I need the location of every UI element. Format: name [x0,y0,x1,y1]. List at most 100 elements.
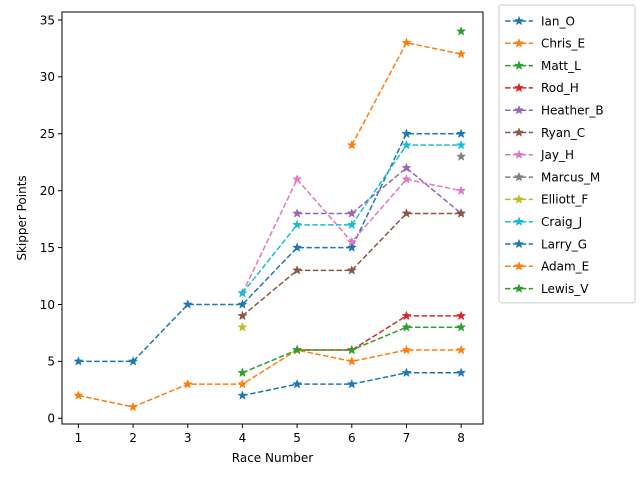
data-point [456,128,467,139]
x-tick-label: 4 [239,431,247,445]
series-Adam_E [73,344,467,412]
data-point [346,208,357,218]
series-line [297,315,462,351]
legend-marker [513,82,525,93]
legend-item: Jay_H [505,148,574,162]
legend-item: Chris_E [505,37,585,51]
series-Chris_E [346,37,467,150]
data-point [237,310,248,321]
data-point [456,139,467,150]
series-Ryan_C [237,208,467,321]
data-point [456,185,467,195]
legend-marker [513,171,525,182]
data-point [237,321,248,332]
y-tick-label: 20 [40,184,55,198]
data-point [346,344,357,355]
legend-label: Adam_E [541,260,589,274]
data-point [237,378,248,389]
legend-marker [513,260,525,271]
y-tick-label: 10 [40,298,55,312]
data-point [346,378,357,389]
data-point [456,321,467,332]
series-Marcus_M [456,151,467,161]
data-point [401,128,412,139]
data-point [292,208,303,218]
series-Rod_H [292,310,467,355]
series-line [241,144,462,294]
data-point [128,356,139,366]
data-point [401,139,412,150]
series-line [351,41,462,146]
data-point [401,321,412,332]
data-point [401,162,412,173]
series-Matt_L [456,26,467,36]
legend-marker [513,37,525,48]
y-tick-label: 35 [40,13,55,27]
data-point [346,265,357,275]
legend-item: Matt_L [505,59,581,73]
series-line [241,212,462,317]
data-point [456,151,467,161]
data-point [237,390,248,400]
data-point [401,37,412,48]
data-point [182,299,193,309]
legend-label: Ryan_C [541,126,585,140]
data-point [401,208,412,218]
legend-item: Marcus_M [505,170,600,184]
y-axis-label: Skipper Points [15,175,29,260]
x-tick-label: 3 [184,431,192,445]
series-line [78,349,462,408]
data-point [292,242,303,252]
data-point [237,299,248,309]
legend-item: Elliott_F [505,193,588,207]
series-line [241,177,462,294]
data-point [292,344,303,355]
legend-label: Heather_B [541,104,604,118]
legend: Ian_O Chris_E Matt_L Rod_H Heather_B Ryan_C Ja… [498,4,636,304]
data-point [401,367,412,378]
data-point [456,367,467,378]
data-point [401,310,412,321]
series-line [78,133,462,363]
series-line [242,372,462,397]
series-Heather_B [292,162,467,218]
data-point [456,26,467,36]
data-point [292,219,303,230]
plot-area [73,26,467,412]
legend-label: Ian_O [541,14,575,28]
legend-label: Matt_L [541,59,581,73]
data-point [292,173,303,184]
legend-label: Elliott_F [541,193,588,207]
data-point [73,390,84,400]
data-point [128,401,139,412]
data-point [456,344,467,355]
series-Elliott_F [237,321,248,332]
data-point [401,173,412,184]
data-point [237,287,248,298]
legend-label: Jay_H [540,148,574,162]
x-tick-label: 2 [129,431,137,445]
series-line [297,166,462,215]
x-tick-label: 1 [75,431,83,445]
data-point [182,378,193,389]
x-axis: 1 2 3 4 5 6 7 8 [75,424,465,445]
legend-marker [513,104,525,115]
legend-marker [513,238,525,249]
legend-marker [513,127,525,137]
data-point [346,356,357,366]
data-point [401,344,412,355]
data-point [346,139,357,150]
x-tick-label: 6 [348,431,356,445]
y-axis: 0 5 10 15 20 25 30 35 [40,13,62,426]
legend-item: Ryan_C [505,126,585,140]
legend-item: Heather_B [505,104,604,118]
x-tick-label: 7 [403,431,411,445]
data-point [456,208,467,218]
legend-label: Lewis_V [541,282,589,296]
series-Larry_G [237,367,467,400]
legend-item: Lewis_V [505,282,589,296]
y-tick-label: 25 [40,127,55,141]
legend-marker [513,194,525,204]
y-tick-label: 15 [40,241,55,255]
